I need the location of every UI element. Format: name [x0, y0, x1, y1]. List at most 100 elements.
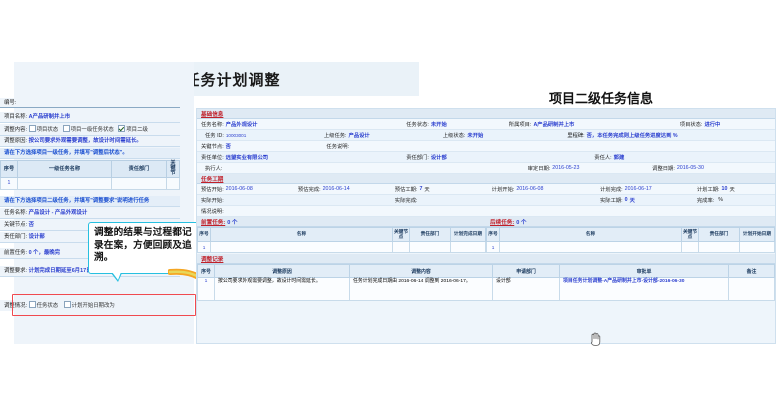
checkbox-task-status-label: 任务状态 [36, 303, 59, 309]
row-approval-form-cell[interactable]: 项目任务计划调整-A产品研制并上市-设计部-2016-06-30 [559, 277, 729, 301]
duration-row-1: 预估开始: 2016-06-08 预估完成: 2016-06-14 预估工期: 7 天 … [197, 184, 775, 195]
col-index: 序号 [486, 227, 500, 242]
table-header-row: 序号 一级任务名称 责任部门 关键节 [0, 160, 180, 178]
col-plan-start-date: 计划开始日期 [739, 227, 775, 242]
col-name: 名称 [210, 227, 393, 242]
checkbox-project-status-label: 项目状态 [36, 127, 59, 133]
milestone-label: 里程碑: [567, 133, 585, 139]
project-name-row: 项目名称: A产品研制并上市 [0, 112, 180, 124]
adjust-req-label: 调整要求: [4, 268, 28, 274]
key-node-label: 关键节点: [4, 222, 28, 228]
row-content: 任务计划完成日期由 2016-06-14 调整到 2016-06-17。 [349, 277, 493, 301]
adjust-content-row: 调整内容: 项目状态 项目一级任务状态 项目二级 [0, 124, 180, 137]
checkbox-level2-task[interactable] [118, 125, 126, 132]
resp-unit-label: 责任单位: [201, 155, 224, 161]
table-row[interactable]: 1 [0, 176, 180, 190]
col-task-name: 一级任务名称 [17, 160, 112, 178]
checkbox-level1-task-status[interactable] [62, 125, 70, 132]
checkbox-plan-start-date-label: 计划开始日期改为 [71, 303, 115, 309]
est-start-label: 预估开始: [201, 187, 224, 193]
table-header-row: 序号 名称 关键节点 责任部门 计划完成日期 [197, 227, 486, 242]
resp-dept-label: 责任部门: [406, 155, 429, 161]
col-apply-dept: 申请部门 [492, 264, 560, 278]
adjust-reason-row: 调整原因: 按公司要求外观需要调整，故设计时间需延长。 [0, 136, 180, 148]
adjust-reason-value: 按公司要求外观需要调整，故设计时间需延长。 [28, 138, 142, 144]
parent-task-value: 产品设计 [348, 133, 370, 139]
hint-select-level1: 请在下方选择项目一级任务，并填写"调整后状态"。 [0, 148, 180, 160]
plan-start-value: 2016-06-08 [516, 186, 544, 192]
table-row[interactable]: 1 [197, 241, 486, 253]
col-key-node: 关键节点 [392, 227, 410, 242]
section-task-duration: 任务工期 [197, 174, 775, 184]
parent-status-value: 未开始 [467, 133, 484, 139]
code-row: 编号: [0, 98, 180, 108]
approve-date-label: 审定日期: [527, 166, 551, 172]
row-index: 1 [0, 176, 18, 190]
adjust-req-value: 计划完成日期延至6月17日。 [28, 268, 97, 274]
section-adjust-records: 调整记录 [197, 254, 775, 264]
checkbox-level1-task-status-label: 项目一级任务状态 [70, 127, 114, 133]
plan-end-label: 计划完成: [599, 187, 623, 193]
checkbox-project-status[interactable] [28, 125, 36, 132]
col-dept: 责任部门 [111, 160, 167, 178]
highlight-red-box [12, 294, 196, 316]
parent-status-label: 上级状态: [442, 133, 466, 139]
actual-days-unit: 天 [629, 198, 635, 204]
row-task-name [17, 176, 112, 190]
table-row[interactable]: 1 [486, 241, 775, 253]
row-name [210, 241, 393, 253]
row-dept [409, 241, 451, 253]
task-id-value: 10003001 [225, 132, 247, 138]
resp-dept-value: 设计部 [430, 155, 447, 161]
milestone-value: 否，本任务完成则上级任务进度达到 % [586, 133, 678, 139]
row-reason: 按公司要求外观需要调整，故设计时间需延长。 [214, 277, 350, 301]
code-label: 编号: [4, 100, 17, 106]
post-task-table: 序号 名称 关键节点 责任部门 计划开始日期 1 [486, 227, 775, 253]
situation-label: 情况说明: [201, 209, 224, 215]
col-key-node: 关键节点 [681, 227, 699, 242]
plan-days-unit: 天 [729, 187, 735, 193]
row-apply-dept: 设计部 [492, 277, 560, 301]
col-key-node: 关键节 [166, 160, 180, 178]
checkbox-task-status[interactable] [28, 301, 36, 308]
actual-end-label: 实际完成: [394, 198, 418, 204]
row-dept [698, 241, 740, 253]
project-value: A产品研制并上市 [533, 122, 575, 128]
mouse-cursor-hand-icon [591, 332, 601, 346]
task-name-value: 产品设计 - 产品外观设计 [28, 210, 88, 216]
basic-row-4: 责任单位: 远望实业有限公司 责任部门: 设计部 责任人: 郭建 [197, 152, 775, 163]
row-index: 1 [486, 241, 500, 253]
row-dept [111, 176, 167, 190]
pre-tasks-count: 0 个 [227, 219, 238, 226]
row-key-node [392, 241, 410, 253]
plan-days-label: 计划工期: [696, 187, 720, 193]
adjust-date-value: 2016-05-30 [676, 165, 704, 171]
checkbox-level2-task-label: 项目二级 [126, 127, 148, 133]
col-reason: 调整原因 [214, 264, 350, 278]
approve-date-value: 2016-05-23 [552, 165, 580, 171]
col-name: 名称 [499, 227, 682, 242]
annotation-callout: 调整的结果与过程都记录在案，方便回顾及追溯。 [88, 222, 206, 282]
key-node-value: 否 [28, 222, 34, 228]
task-name-row: 任务名称: 产品设计 - 产品外观设计 [0, 208, 180, 220]
adjust-status-row: 调整情况: 任务状态 计划开始日期改为 [0, 300, 180, 312]
checkbox-plan-start-date[interactable] [63, 301, 71, 308]
key-node-value: 否 [225, 144, 231, 150]
table-row[interactable]: 1 按公司要求外观需要调整，故设计时间需延长。 任务计划完成日期由 2016-0… [197, 277, 775, 301]
col-index: 序号 [0, 160, 18, 178]
executor-label: 执行人: [205, 166, 223, 172]
approval-form-link[interactable]: 项目任务计划调整-A产品研制并上市-设计部-2016-06-30 [563, 279, 685, 284]
plan-start-label: 计划开始: [491, 187, 515, 193]
task-id-label: 任务 ID: [205, 133, 224, 139]
row-name [499, 241, 682, 253]
basic-row-5: 执行人: 审定日期: 2016-05-23 调整日期: 2016-05-30 [197, 163, 775, 174]
table-header-row: 序号 名称 关键节点 责任部门 计划开始日期 [486, 227, 775, 242]
completion-rate-unit: % [718, 197, 723, 203]
est-end-value: 2016-06-14 [322, 186, 350, 192]
basic-row-3: 关键节点: 否 任务说明: [197, 141, 775, 152]
resp-unit-value: 远望实业有限公司 [225, 155, 269, 161]
col-plan-end-date: 计划完成日期 [450, 227, 486, 242]
actual-days-label: 实际工期: [599, 198, 623, 204]
row-plan-start-date [739, 241, 775, 253]
